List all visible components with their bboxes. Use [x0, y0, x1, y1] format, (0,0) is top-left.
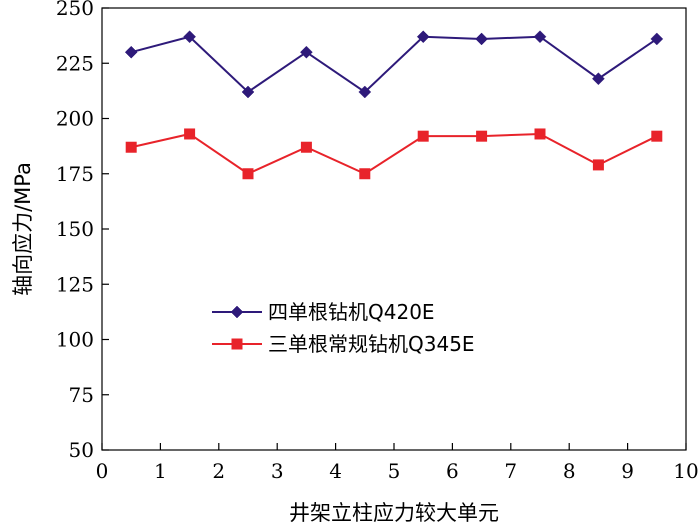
x-tick-label: 1 [154, 459, 167, 483]
series-line [130, 132, 658, 175]
data-point [417, 130, 429, 142]
y-tick-label: 150 [56, 217, 94, 241]
data-point [592, 159, 604, 171]
y-tick-label: 225 [56, 51, 94, 75]
data-point [300, 45, 313, 59]
y-axis-title: 轴向应力/MPa [11, 162, 35, 296]
x-tick-label: 6 [446, 459, 459, 483]
x-tick-label: 2 [212, 459, 225, 483]
y-tick-label: 125 [56, 272, 94, 296]
y-tick-label: 175 [56, 162, 94, 186]
plot-frame [101, 7, 687, 451]
legend: 四单根钻机Q420E 三单根常规钻机Q345E [212, 300, 475, 356]
y-tick-label: 50 [69, 438, 94, 462]
x-tick-label: 4 [329, 459, 342, 483]
x-tick-label: 10 [673, 459, 698, 483]
legend-item-1: 四单根钻机Q420E [212, 300, 435, 324]
data-point [534, 128, 546, 140]
x-axis-title: 井架立柱应力较大单元 [289, 501, 499, 525]
data-point [650, 32, 664, 46]
data-point [592, 72, 605, 86]
legend-item-2: 三单根常规钻机Q345E [212, 332, 475, 356]
data-point [184, 128, 196, 140]
y-tick-label: 250 [56, 0, 94, 20]
data-point [241, 85, 255, 99]
series-1 [124, 30, 664, 99]
data-point [242, 168, 254, 180]
legend-marker [230, 305, 244, 319]
data-point [183, 30, 196, 44]
legend-label: 四单根钻机Q420E [268, 300, 435, 324]
data-point [416, 30, 430, 44]
data-point [124, 45, 138, 59]
y-tick-label: 100 [56, 328, 94, 352]
data-point [475, 32, 488, 46]
y-axis-ticks: 50 75 100 125 150 175 200 225 250 [56, 0, 109, 462]
legend-label: 三单根常规钻机Q345E [268, 332, 475, 356]
x-tick-label: 8 [563, 459, 576, 483]
x-tick-label: 7 [504, 459, 517, 483]
data-point [359, 168, 371, 180]
series-line [130, 35, 658, 94]
x-tick-label: 9 [621, 459, 634, 483]
data-point [651, 130, 663, 142]
data-point [300, 141, 312, 153]
data-point [533, 30, 547, 44]
series-layer [124, 30, 664, 180]
x-tick-label: 3 [271, 459, 284, 483]
data-point [125, 141, 137, 153]
x-tick-label: 0 [96, 459, 109, 483]
x-tick-label: 5 [388, 459, 401, 483]
y-tick-label: 200 [56, 107, 94, 131]
legend-marker [231, 338, 243, 350]
data-point [476, 130, 488, 142]
y-tick-label: 75 [69, 383, 94, 407]
series-2 [125, 128, 663, 180]
x-axis-ticks: 0 1 2 3 4 5 6 7 8 9 10 [96, 443, 699, 483]
data-point [358, 85, 372, 99]
